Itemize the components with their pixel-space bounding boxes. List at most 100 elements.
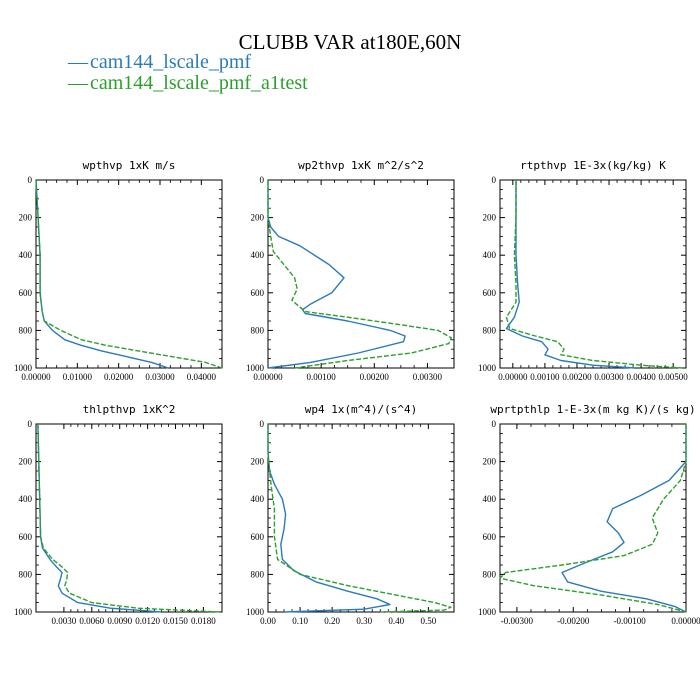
x-tick-label: 0.40	[388, 616, 404, 626]
y-tick-label: 1000	[246, 363, 265, 373]
y-tick-label: 400	[19, 494, 33, 504]
y-tick-label: 0	[492, 419, 497, 429]
legend-marker-1: —	[67, 51, 89, 73]
x-tick-label: 0.0030	[52, 616, 77, 626]
series-line-1	[35, 179, 169, 369]
figure-title: CLUBB VAR at180E,60N	[239, 30, 462, 54]
x-tick-label: 0.00400	[626, 372, 656, 382]
plot-frame	[267, 179, 455, 369]
series-line-2	[37, 423, 221, 613]
y-tick-label: 0	[28, 419, 33, 429]
y-tick-label: 800	[19, 569, 33, 579]
y-tick-label: 600	[483, 532, 497, 542]
x-tick-label: 0.00200	[562, 372, 592, 382]
panel-2: wp2thvp 1xK m^2/s^2020040060080010000.00…	[246, 159, 455, 382]
series-line-2	[35, 179, 223, 369]
y-tick-label: 1000	[246, 607, 265, 617]
panel-title: rtpthvp 1E-3x(kg/kg) K	[520, 159, 666, 172]
x-tick-label: 0.0120	[135, 616, 160, 626]
y-tick-label: 200	[19, 457, 33, 467]
y-tick-label: 200	[251, 213, 265, 223]
x-tick-label: 0.50	[420, 616, 436, 626]
x-tick-label: 0.01000	[63, 372, 93, 382]
y-tick-label: 400	[251, 250, 265, 260]
plot-frame	[499, 179, 687, 369]
panel-title: thlpthvp 1xK^2	[83, 403, 176, 416]
series-line-1	[37, 423, 162, 613]
panel-title: wp4 1x(m^4)/(s^4)	[305, 403, 418, 416]
plot-frame	[35, 423, 223, 613]
y-tick-label: 200	[483, 457, 497, 467]
x-tick-label: 0.10	[292, 616, 308, 626]
legend-label-2: cam144_lscale_pmf_a1test	[90, 72, 308, 94]
y-tick-label: 800	[251, 325, 265, 335]
panel-title: wpthvp 1xK m/s	[83, 159, 176, 172]
y-tick-label: 1000	[14, 607, 33, 617]
x-tick-label: 0.00000	[498, 372, 528, 382]
y-tick-label: 200	[251, 457, 265, 467]
y-tick-label: 400	[483, 250, 497, 260]
x-tick-label: 0.00100	[307, 372, 337, 382]
y-tick-label: 200	[483, 213, 497, 223]
series-line-1	[267, 180, 406, 369]
y-tick-label: 600	[483, 288, 497, 298]
y-tick-label: 800	[483, 569, 497, 579]
y-tick-label: 800	[251, 569, 265, 579]
series-line-2	[267, 424, 452, 613]
panel-6: wprtpthlp 1-E-3x(m kg K)/(s kg) 0 200 400 60…	[478, 403, 700, 626]
y-tick-label: 1000	[14, 363, 33, 373]
x-tick-label: 0.04000	[187, 372, 217, 382]
x-tick-label: 0.00500	[659, 372, 689, 382]
panel-title: wp2thvp 1xK m^2/s^2	[298, 159, 424, 172]
plot-frame	[267, 423, 455, 613]
x-tick-label: -0.00300	[501, 616, 534, 626]
x-tick-label: 0.00100	[530, 372, 560, 382]
x-tick-label: 0.0150	[163, 616, 188, 626]
y-tick-label: 200	[19, 213, 33, 223]
x-tick-label: -0.00200	[557, 616, 590, 626]
x-tick-label: 0.0180	[191, 616, 216, 626]
panel-3: rtpthvp 1E-3x(kg/kg) K020040060080010000…	[478, 159, 688, 382]
y-tick-label: 1000	[478, 363, 497, 373]
legend-marker-2: —	[67, 72, 89, 94]
x-tick-label: 0.00300	[413, 372, 443, 382]
y-tick-label: 1000	[478, 607, 497, 617]
x-tick-label: 0.00300	[594, 372, 624, 382]
legend: — cam144_lscale_pmf — cam144_lscale_pmf_…	[67, 51, 308, 94]
y-tick-label: 600	[19, 532, 33, 542]
x-tick-label: 0.02000	[104, 372, 134, 382]
y-tick-label: 0	[492, 175, 497, 185]
y-tick-label: 800	[19, 325, 33, 335]
panel-title: wprtpthlp 1-E-3x(m kg K)/(s kg)	[490, 403, 695, 416]
x-tick-label: 0.30	[356, 616, 372, 626]
y-tick-label: 0	[260, 419, 265, 429]
y-tick-label: 400	[19, 250, 33, 260]
series-line-1	[505, 180, 635, 369]
y-tick-label: 800	[483, 325, 497, 335]
x-tick-label: 0.00000	[253, 372, 283, 382]
y-tick-label: 600	[251, 288, 265, 298]
x-tick-label: 0.0090	[107, 616, 132, 626]
series-line-1	[267, 424, 391, 613]
x-tick-label: -0.00100	[614, 616, 647, 626]
series-line-2	[499, 424, 687, 613]
series-line-2	[505, 180, 683, 369]
series-line-1	[561, 424, 687, 613]
y-tick-label: 600	[251, 532, 265, 542]
x-tick-label: 0.00200	[360, 372, 390, 382]
x-tick-label: 0.0060	[79, 616, 104, 626]
y-tick-label: 400	[251, 494, 265, 504]
x-tick-label: 0.00000	[671, 616, 700, 626]
x-tick-label: 0.00000	[21, 372, 51, 382]
y-tick-label: 0	[260, 175, 265, 185]
x-tick-label: 0.00	[260, 616, 276, 626]
y-tick-label: 600	[19, 288, 33, 298]
y-tick-label: 0	[28, 175, 33, 185]
series-line-2	[267, 180, 452, 369]
y-tick-label: 400	[483, 494, 497, 504]
